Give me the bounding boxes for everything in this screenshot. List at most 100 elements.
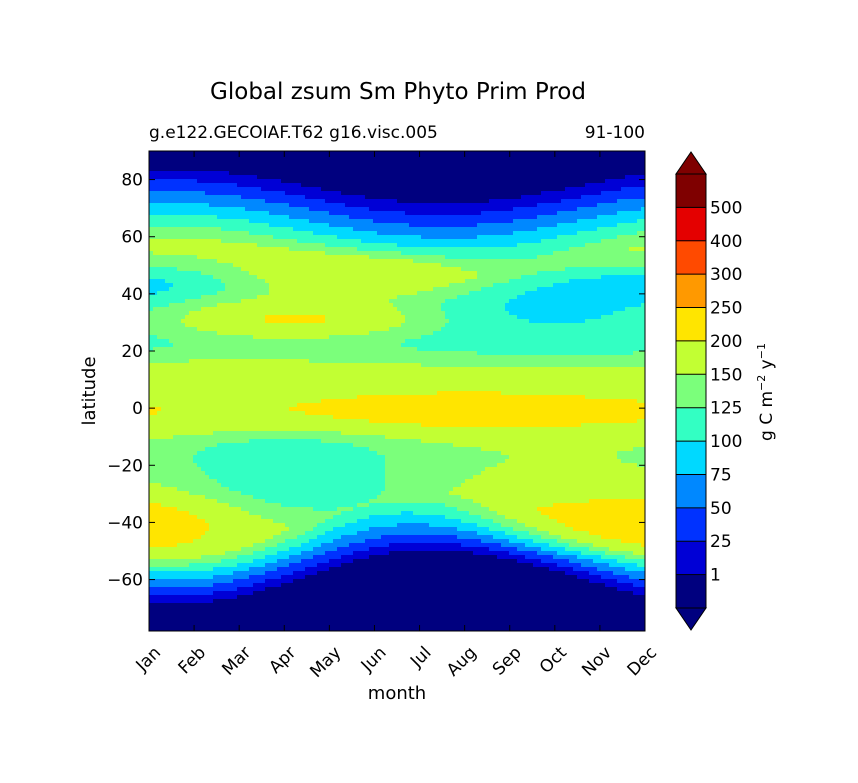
contour-cell [289, 215, 350, 220]
colorbar-tick-label: 150 [710, 365, 742, 385]
contour-cell [385, 483, 462, 488]
contour-cell [441, 307, 506, 312]
contour-cell [461, 519, 494, 524]
y-tick-label: −60 [107, 571, 143, 591]
contour-cell [557, 519, 645, 524]
contour-cell [633, 551, 645, 556]
contour-cell [401, 323, 446, 328]
x-tick-label: Jul [406, 643, 435, 672]
contour-cell [189, 563, 238, 568]
contour-cell [149, 215, 218, 220]
contour-cell [537, 203, 598, 208]
contour-cell [265, 315, 326, 320]
contour-cell [149, 495, 206, 500]
contour-cell [477, 235, 558, 240]
contour-cell [149, 299, 186, 304]
contour-cell [149, 479, 218, 484]
contour-cell [457, 507, 490, 512]
contour-cell [165, 279, 222, 284]
contour-cell [401, 311, 446, 316]
contour-cell [197, 515, 262, 520]
contour-cell [369, 515, 446, 520]
contour-cell [541, 547, 566, 552]
contour-cell [245, 207, 310, 212]
x-tick-label: Feb [175, 643, 210, 678]
contour-cell [221, 279, 266, 284]
contour-cell [529, 531, 550, 536]
contour-cell [149, 259, 218, 264]
contour-cell [305, 411, 645, 416]
contour-cell [149, 163, 645, 168]
contour-cell [149, 551, 226, 556]
plot-frame [148, 150, 646, 632]
contour-cell [149, 511, 190, 516]
contour-cell [313, 547, 338, 552]
contour-cell [289, 527, 314, 532]
contour-cell [561, 535, 602, 540]
contour-cell [149, 359, 190, 364]
contour-cell [541, 559, 570, 564]
contour-cell [409, 223, 478, 228]
contour-cell [149, 283, 174, 288]
chart-subtitle-left: g.e122.GECOIAF.T62 g16.visc.005 [149, 123, 438, 143]
contour-cell [217, 499, 266, 504]
x-axis-label: month [368, 683, 426, 704]
contour-cell [517, 535, 542, 540]
contour-cell [453, 443, 645, 448]
colorbar-extend-min [675, 607, 707, 631]
contour-cell [173, 343, 402, 348]
colorbar-tick-label: 250 [710, 299, 742, 319]
colorbar-tick-label: 125 [710, 399, 742, 419]
contour-cell [149, 507, 178, 512]
contour-cell [369, 255, 446, 260]
contour-cell [369, 555, 498, 560]
contour-cell [385, 435, 645, 440]
contour-cell [369, 547, 490, 552]
contour-cell [613, 311, 645, 316]
contour-cell [149, 319, 182, 324]
x-tick-label: Jun [357, 643, 391, 677]
contour-cell [213, 431, 342, 436]
x-tick-label: Jan [132, 643, 165, 676]
colorbar-tick-label: 50 [710, 499, 732, 519]
contour-cell [581, 551, 606, 556]
contour-cell [461, 495, 645, 500]
contour-cell [353, 559, 518, 564]
contour-cell [149, 555, 202, 560]
contour-cell [241, 195, 306, 200]
contour-cell [149, 627, 645, 631]
contour-cell [437, 391, 502, 396]
contour-cell [205, 531, 282, 536]
contour-cell [269, 291, 418, 296]
contour-cell [381, 535, 458, 540]
contour-cell [629, 247, 645, 252]
contour-cell [597, 215, 645, 220]
contour-cell [577, 539, 622, 544]
contour-cell [313, 231, 378, 236]
contour-cell [537, 287, 645, 292]
contour-cell [149, 227, 222, 232]
contour-cell [369, 419, 638, 424]
contour-cell [149, 243, 258, 248]
contour-cell [541, 511, 645, 516]
contour-cell [149, 527, 210, 532]
contour-cell [585, 243, 645, 248]
contour-cell [297, 403, 645, 408]
contour-cell [565, 571, 590, 576]
contour-cell [633, 351, 645, 356]
contour-cell [625, 555, 645, 560]
contour-cell [233, 579, 266, 584]
contour-cell [557, 551, 582, 556]
contour-cell [157, 411, 306, 416]
contour-cell [517, 547, 542, 552]
contour-cell [249, 219, 310, 224]
contour-cell [329, 567, 550, 572]
contour-cell [333, 527, 370, 532]
contour-cell [633, 447, 645, 452]
contour-cell [289, 547, 314, 552]
contour-cell [201, 295, 258, 300]
contour-cell [301, 543, 322, 548]
contour-cell [161, 503, 230, 508]
contour-cell [281, 583, 606, 588]
contour-cell [269, 283, 450, 288]
